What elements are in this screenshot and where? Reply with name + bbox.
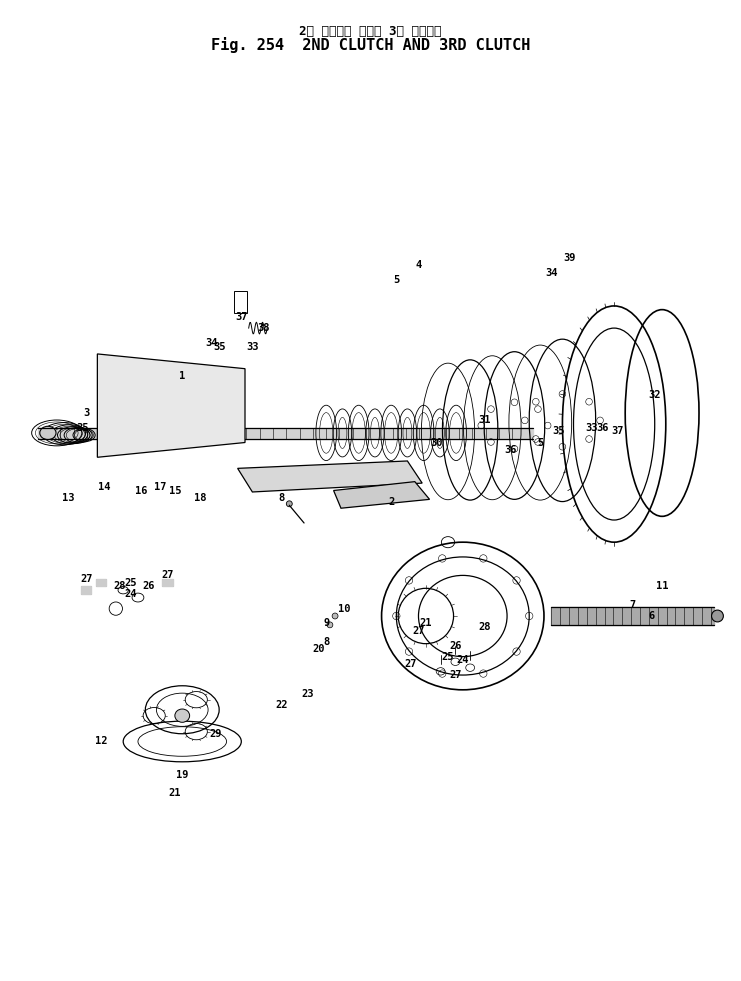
Text: 20: 20: [313, 645, 325, 654]
Text: 28: 28: [479, 622, 491, 632]
Text: 27: 27: [412, 626, 425, 636]
Text: 16: 16: [136, 486, 148, 495]
Bar: [162, 579, 173, 587]
Text: 32: 32: [648, 389, 661, 399]
Ellipse shape: [327, 622, 333, 628]
Polygon shape: [238, 461, 422, 492]
Text: 9: 9: [323, 618, 329, 629]
Text: 27: 27: [449, 670, 462, 680]
Text: 39: 39: [564, 253, 576, 263]
Text: 5: 5: [393, 275, 399, 285]
Text: 22: 22: [276, 699, 288, 709]
Text: 17: 17: [154, 482, 167, 491]
Text: 36: 36: [505, 445, 517, 455]
Text: 11: 11: [656, 582, 668, 592]
Text: 10: 10: [339, 603, 351, 614]
Text: 8: 8: [323, 637, 329, 646]
Text: 7: 7: [629, 600, 636, 610]
Text: 6: 6: [648, 611, 654, 621]
Polygon shape: [333, 482, 430, 508]
Text: 31: 31: [479, 415, 491, 426]
Text: 34: 34: [205, 337, 218, 348]
Text: 18: 18: [194, 492, 207, 503]
Polygon shape: [162, 579, 173, 587]
Text: 3: 3: [83, 408, 90, 418]
Text: 2速 クラッチ および 3速 クラッチ: 2速 クラッチ および 3速 クラッチ: [299, 25, 442, 37]
Text: 29: 29: [209, 729, 222, 739]
Text: 13: 13: [62, 492, 74, 503]
Bar: [81, 587, 91, 594]
Text: 19: 19: [176, 770, 188, 780]
Text: 33: 33: [585, 423, 598, 433]
Text: 25: 25: [442, 651, 454, 661]
Ellipse shape: [711, 610, 723, 622]
Text: 36: 36: [597, 423, 609, 433]
Text: 12: 12: [95, 737, 107, 747]
Text: 15: 15: [169, 486, 181, 495]
Text: 27: 27: [80, 574, 93, 584]
Text: 4: 4: [416, 260, 422, 271]
Text: 14: 14: [99, 482, 111, 491]
Text: 27: 27: [162, 570, 173, 581]
Text: 21: 21: [419, 618, 432, 629]
Text: 35: 35: [76, 423, 89, 433]
Text: 24: 24: [456, 655, 469, 665]
Text: 33: 33: [246, 341, 259, 351]
Text: 27: 27: [405, 659, 417, 669]
Text: 28: 28: [113, 582, 126, 592]
Text: 26: 26: [449, 641, 462, 650]
Ellipse shape: [332, 613, 338, 619]
Text: 24: 24: [124, 589, 137, 598]
Text: 8: 8: [279, 492, 285, 503]
Bar: [96, 579, 106, 587]
Text: 37: 37: [235, 312, 247, 322]
Ellipse shape: [286, 501, 292, 507]
Text: 37: 37: [611, 427, 624, 437]
Text: 1: 1: [179, 371, 185, 381]
Polygon shape: [97, 354, 245, 457]
Text: 5: 5: [537, 438, 543, 447]
Bar: [234, 291, 247, 313]
Text: 23: 23: [302, 689, 314, 698]
Text: Fig. 254  2ND CLUTCH AND 3RD CLUTCH: Fig. 254 2ND CLUTCH AND 3RD CLUTCH: [210, 37, 531, 53]
Text: 25: 25: [124, 578, 137, 588]
Ellipse shape: [175, 709, 190, 722]
Polygon shape: [96, 579, 106, 587]
Text: 35: 35: [553, 427, 565, 437]
Text: 34: 34: [545, 268, 558, 278]
Text: 38: 38: [257, 323, 270, 334]
Text: 26: 26: [143, 582, 156, 592]
Polygon shape: [81, 587, 91, 594]
Text: 35: 35: [213, 341, 225, 351]
Text: 30: 30: [431, 438, 443, 447]
Ellipse shape: [40, 427, 56, 439]
Text: 21: 21: [169, 788, 181, 799]
Text: 2: 2: [388, 496, 394, 506]
